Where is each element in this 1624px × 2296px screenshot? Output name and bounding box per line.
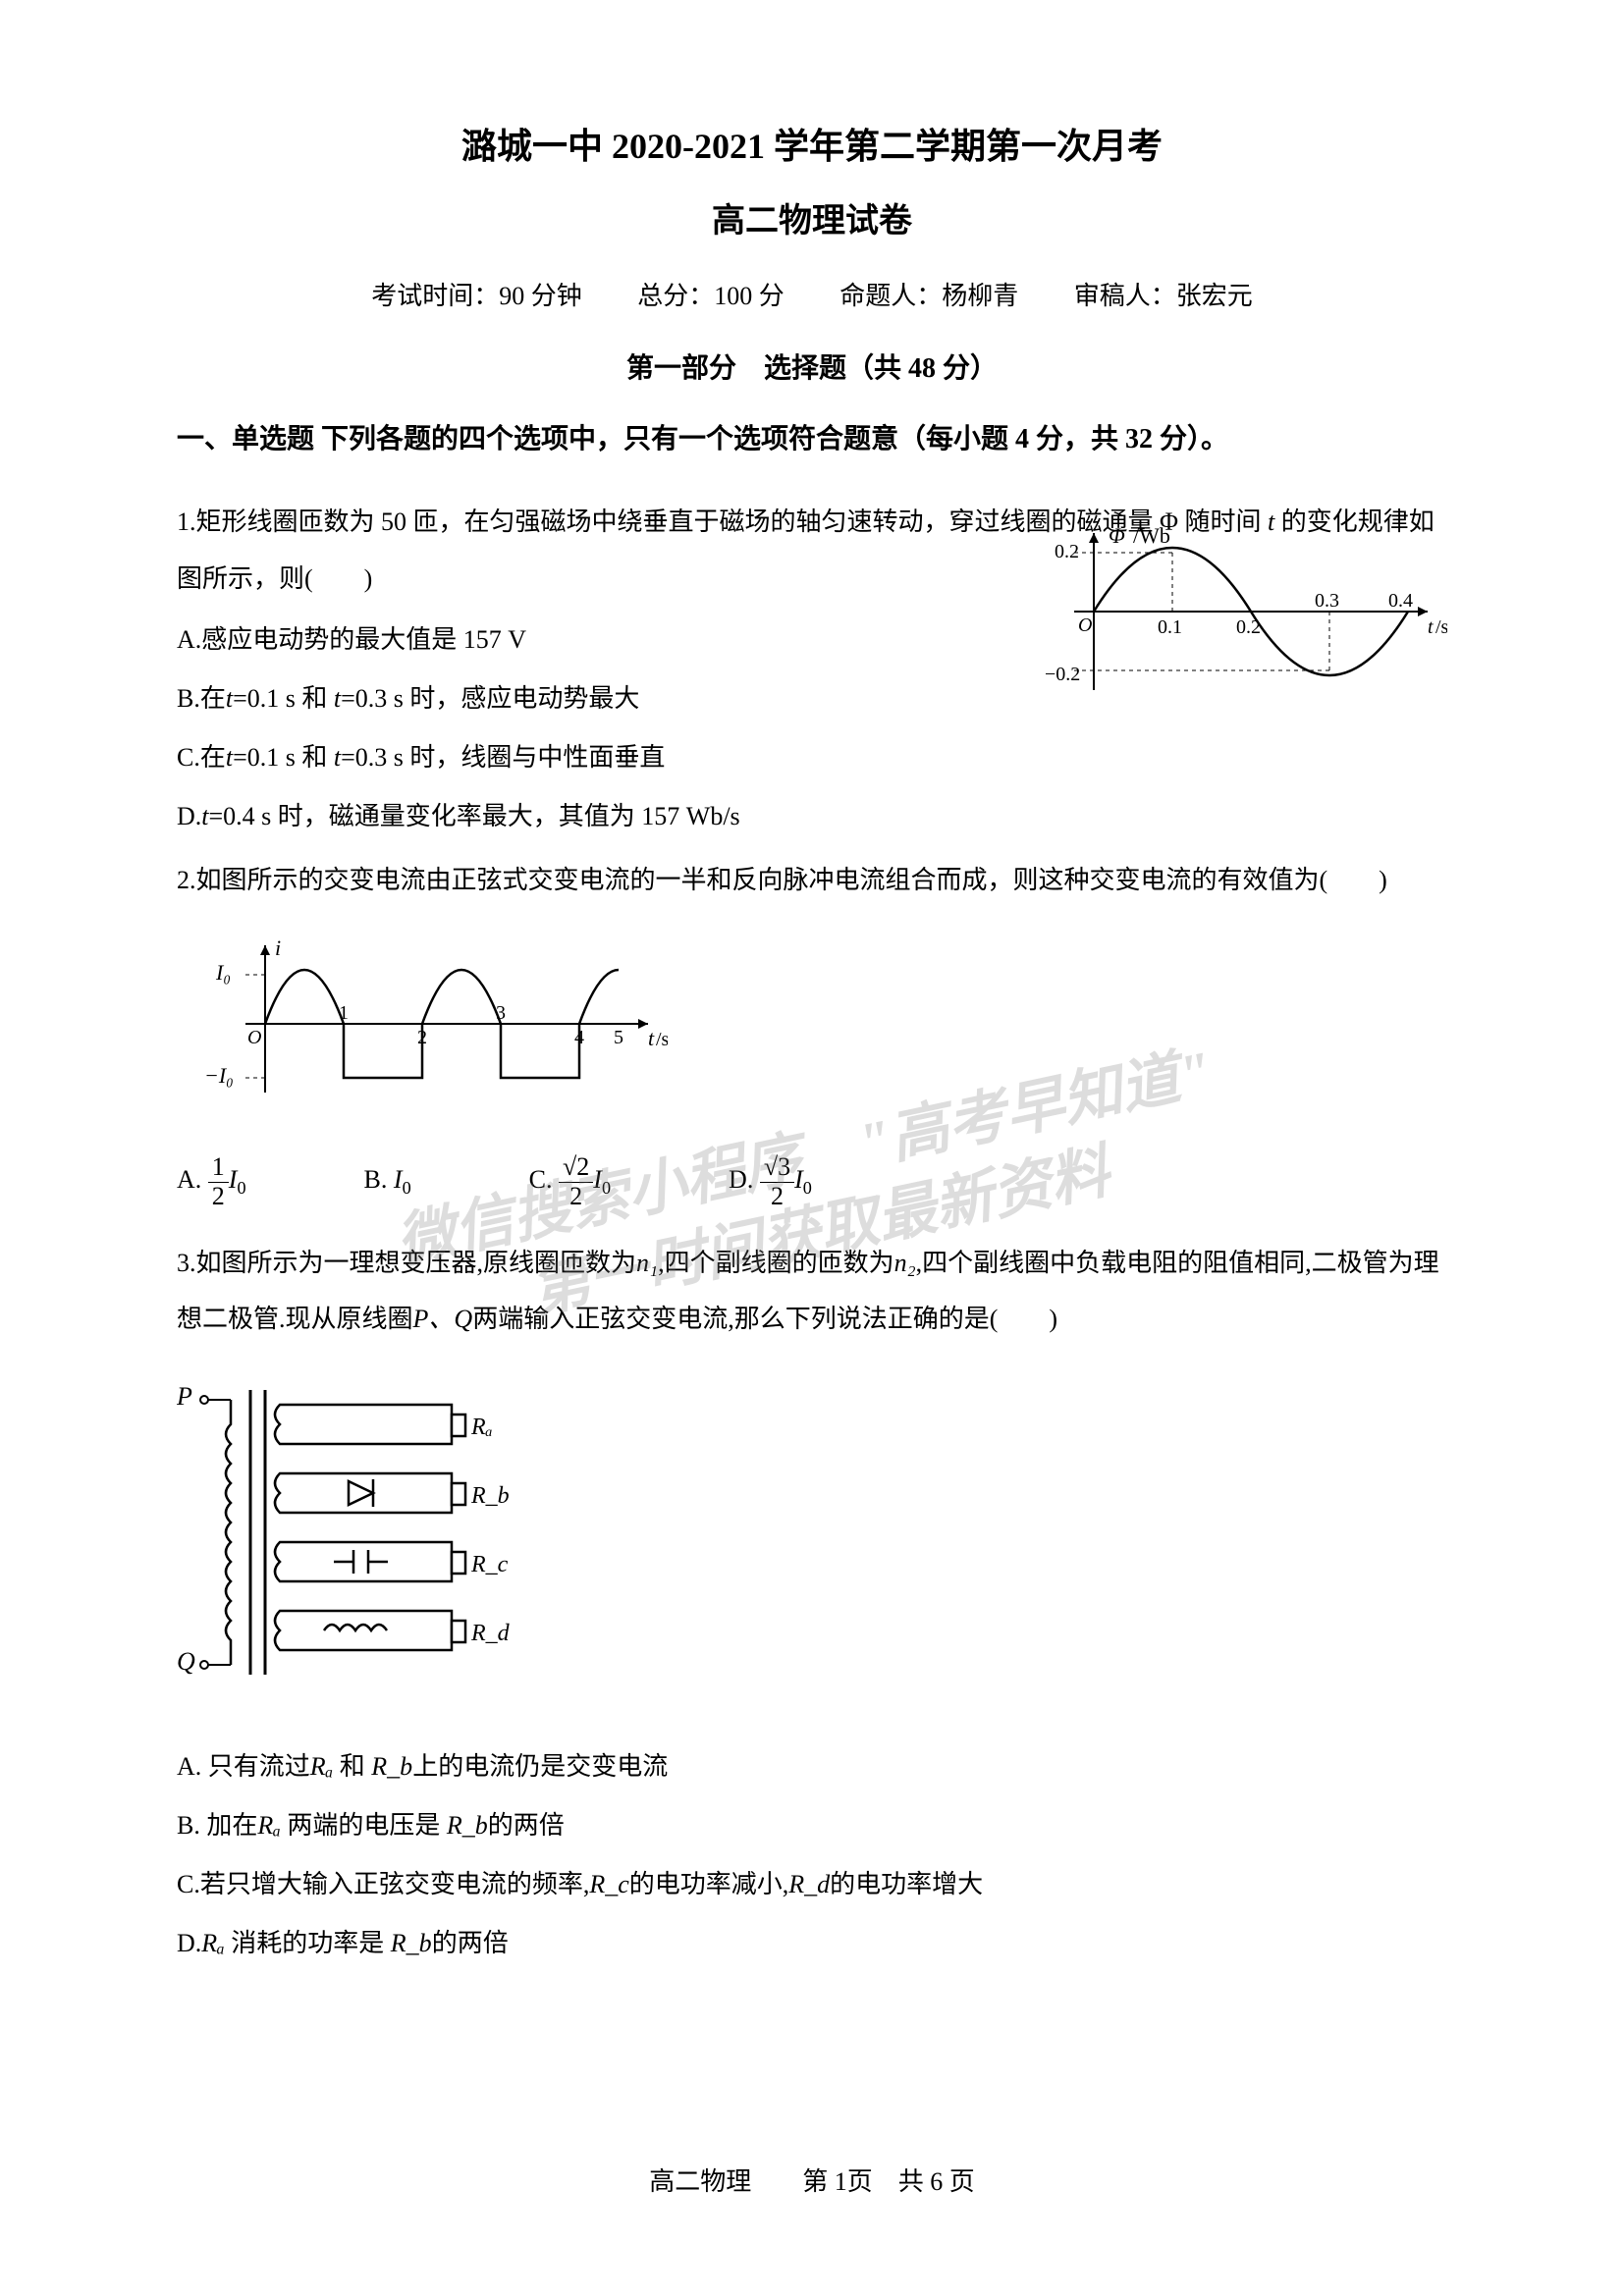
svg-text:−I₀: −I₀: [204, 1063, 234, 1088]
svg-text:/Wb: /Wb: [1133, 523, 1170, 548]
svg-text:0.2: 0.2: [1055, 541, 1079, 562]
author: 命题人：杨柳青: [839, 282, 1018, 310]
q3-d-mid: 消耗的功率是: [225, 1929, 391, 1957]
svg-text:Rₐ: Rₐ: [470, 1415, 493, 1440]
sub-title: 高二物理试卷: [177, 193, 1447, 241]
q1-c-post: =0.3 s 时，线圈与中性面垂直: [341, 743, 665, 772]
svg-text:Q: Q: [177, 1647, 195, 1676]
svg-text:0.1: 0.1: [1158, 616, 1182, 638]
svg-text:2: 2: [417, 1027, 427, 1048]
page-footer: 高二物理 第 1页 共 6 页: [0, 2162, 1624, 2198]
q1-c-pre: C.在: [177, 743, 226, 772]
q3-opt-d: D.Rₐ 消耗的功率是 R_b的两倍: [177, 1918, 1447, 1969]
q1-opt-d: D.t=0.4 s 时，磁通量变化率最大，其值为 157 Wb/s: [177, 791, 1447, 842]
q3-opt-c: C.若只增大输入正弦交变电流的频率,R_c的电功率减小,R_d的电功率增大: [177, 1859, 1447, 1910]
var-t: t: [201, 802, 208, 830]
svg-text:0.4: 0.4: [1388, 590, 1413, 612]
main-title: 潞城一中 2020-2021 学年第二学期第一次月考: [177, 118, 1447, 169]
var-Ra: Rₐ: [257, 1811, 281, 1840]
q1-b-post: =0.3 s 时，感应电动势最大: [341, 684, 639, 713]
svg-text:0.2: 0.2: [1236, 616, 1261, 638]
svg-text:1: 1: [339, 1002, 349, 1024]
var-n1: n₁: [636, 1249, 658, 1277]
q3-stem-a: 3.如图所示为一理想变压器,原线圈匝数为: [177, 1249, 636, 1277]
q2-chart: i I₀ −I₀ O 1 2 3 4 5 t /s: [196, 935, 668, 1102]
q3-c-pre: C.若只增大输入正弦交变电流的频率,: [177, 1870, 589, 1898]
q3-b-mid: 两端的电压是: [281, 1811, 447, 1840]
svg-text:4: 4: [574, 1027, 584, 1048]
total-score: 总分：100 分: [637, 282, 785, 310]
svg-text:t: t: [648, 1026, 655, 1050]
q3-opt-a: A. 只有流过Rₐ 和 R_b上的电流仍是交变电流: [177, 1741, 1447, 1792]
q1-d-post: =0.4 s 时，磁通量变化率最大，其值为 157 Wb/s: [209, 802, 740, 830]
var-Rb: R_b: [447, 1811, 488, 1840]
q2-stem: 2.如图所示的交变电流由正弦式交变电流的一半和反向脉冲电流组合而成，则这种交变电…: [177, 852, 1447, 908]
var-t: t: [226, 743, 233, 772]
q2-opt-d: D. √32I0: [729, 1151, 812, 1210]
q3-b-post: 的两倍: [488, 1811, 565, 1840]
q3-a-pre: A. 只有流过: [177, 1752, 310, 1781]
q3-a-mid: 和: [333, 1752, 371, 1781]
q1-opt-c: C.在t=0.1 s 和 t=0.3 s 时，线圈与中性面垂直: [177, 732, 1447, 783]
var-n2: n₂: [894, 1249, 916, 1277]
q1-d-pre: D.: [177, 802, 201, 830]
q3-c-mid: 的电功率减小,: [629, 1870, 789, 1898]
section-1-title: 一、单选题 下列各题的四个选项中，只有一个选项符合题意（每小题 4 分，共 32…: [177, 415, 1447, 464]
q2-opt-a: A. 12I0: [177, 1151, 246, 1210]
svg-text:R_c: R_c: [470, 1552, 509, 1577]
q3-stem-b: ,四个副线圈的匝数为: [658, 1249, 894, 1277]
var-Rd: R_d: [788, 1870, 830, 1898]
svg-text:−0.2: −0.2: [1045, 664, 1080, 685]
svg-text:3: 3: [496, 1002, 506, 1024]
svg-text:Φ: Φ: [1109, 523, 1125, 548]
svg-text:t: t: [1428, 616, 1434, 638]
q2-options: A. 12I0 B. I0 C. √22I0 D. √32I0: [177, 1151, 1447, 1210]
q1-chart: Φ /Wb 0.2 −0.2 O 0.1 0.2 0.3 0.4 t /s: [1035, 523, 1447, 700]
question-3: 3.如图所示为一理想变压器,原线圈匝数为n₁,四个副线圈的匝数为n₂,四个副线圈…: [177, 1235, 1447, 1969]
q3-opt-b: B. 加在Rₐ 两端的电压是 R_b的两倍: [177, 1800, 1447, 1851]
var-Rb: R_b: [371, 1752, 412, 1781]
svg-text:I₀: I₀: [215, 960, 231, 985]
q3-d-pre: D.: [177, 1929, 201, 1957]
svg-text:R_b: R_b: [470, 1483, 510, 1509]
var-Ra: Rₐ: [201, 1929, 225, 1957]
q2-a-label: A.: [177, 1165, 201, 1194]
svg-text:0.3: 0.3: [1315, 590, 1339, 612]
q1-b-pre: B.在: [177, 684, 226, 713]
question-2: 2.如图所示的交变电流由正弦式交变电流的一半和反向脉冲电流组合而成，则这种交变电…: [177, 852, 1447, 1211]
exam-time: 考试时间：90 分钟: [371, 282, 582, 310]
q1-c-mid: =0.1 s 和: [233, 743, 334, 772]
var-Ra: Rₐ: [310, 1752, 334, 1781]
reviewer: 审稿人：张宏元: [1074, 282, 1253, 310]
q1-b-mid: =0.1 s 和: [233, 684, 334, 713]
svg-text:P: P: [177, 1382, 192, 1411]
question-1: 1.矩形线圈匝数为 50 匝，在匀强磁场中绕垂直于磁场的轴匀速转动，穿过线圈的磁…: [177, 494, 1447, 841]
q2-c-label: C.: [529, 1165, 553, 1194]
var-Rc: R_c: [589, 1870, 628, 1898]
q2-b-label: B.: [364, 1165, 388, 1194]
var-Rb: R_b: [391, 1929, 432, 1957]
q2-opt-b: B. I0: [364, 1151, 411, 1210]
q3-chart: P Q Rₐ R_b R_c: [177, 1375, 589, 1689]
svg-text:5: 5: [614, 1027, 623, 1048]
q2-d-label: D.: [729, 1165, 753, 1194]
svg-text:R_d: R_d: [470, 1621, 511, 1646]
q3-stem-d: 两端输入正弦交变电流,那么下列说法正确的是( ): [472, 1305, 1057, 1333]
q3-b-pre: B. 加在: [177, 1811, 257, 1840]
q3-a-post: 上的电流仍是交变电流: [412, 1752, 668, 1781]
svg-text:O: O: [1078, 614, 1092, 636]
svg-text:/s: /s: [656, 1029, 668, 1050]
q2-opt-c: C. √22I0: [529, 1151, 611, 1210]
var-t: t: [226, 684, 233, 713]
q3-d-post: 的两倍: [432, 1929, 509, 1957]
exam-info-row: 考试时间：90 分钟 总分：100 分 命题人：杨柳青 审稿人：张宏元: [177, 276, 1447, 312]
svg-text:i: i: [275, 935, 281, 960]
svg-text:/s: /s: [1435, 616, 1447, 638]
svg-text:O: O: [247, 1027, 261, 1048]
part-header: 第一部分 选择题（共 48 分）: [177, 347, 1447, 386]
q3-stem: 3.如图所示为一理想变压器,原线圈匝数为n₁,四个副线圈的匝数为n₂,四个副线圈…: [177, 1235, 1447, 1347]
var-pq: P、Q: [413, 1305, 473, 1333]
q3-c-post: 的电功率增大: [830, 1870, 983, 1898]
